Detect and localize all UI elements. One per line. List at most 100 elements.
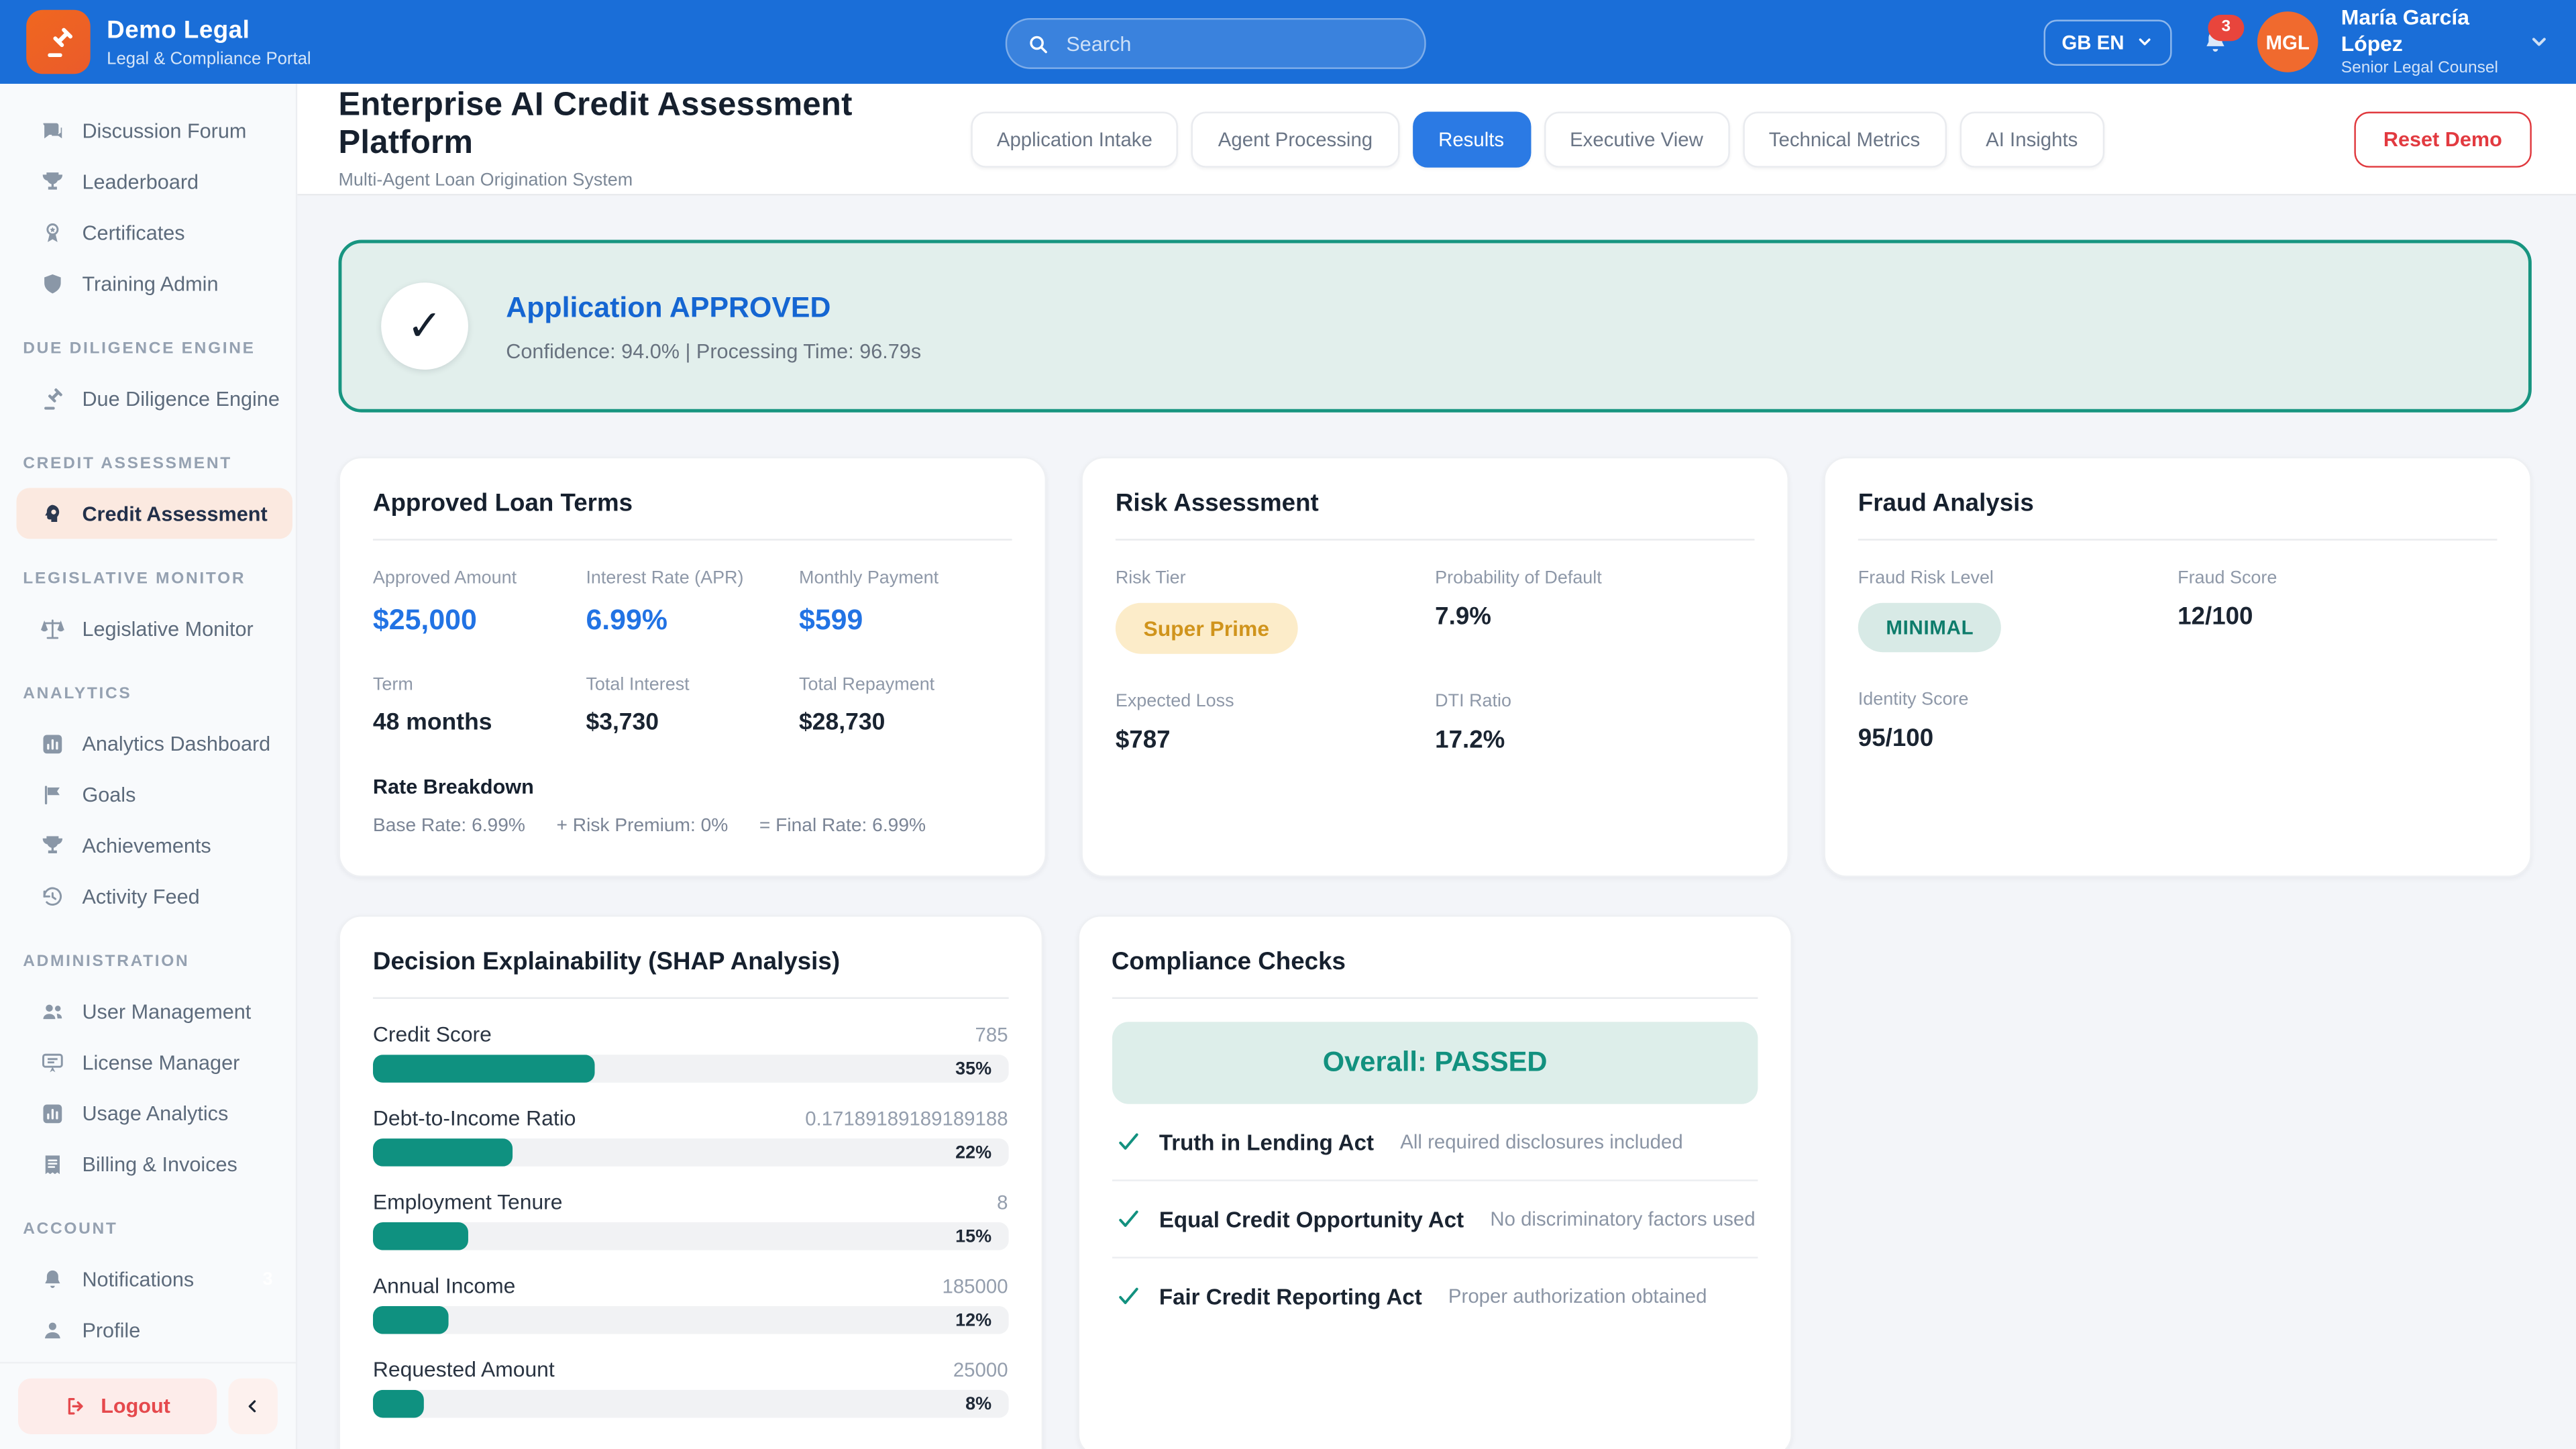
bar-chart-icon bbox=[40, 1100, 66, 1126]
factor-bar-fill bbox=[373, 1222, 468, 1250]
tab-bar: Application Intake Agent Processing Resu… bbox=[971, 111, 2104, 166]
main-area: Enterprise AI Credit Assessment Platform… bbox=[297, 84, 2576, 1449]
sidebar-item-label: Certificates bbox=[82, 221, 184, 244]
page-header: Enterprise AI Credit Assessment Platform… bbox=[297, 84, 2576, 196]
sidebar-item-profile[interactable]: Profile bbox=[0, 1304, 296, 1355]
approval-banner-text: Application APPROVED Confidence: 94.0% |… bbox=[506, 290, 921, 362]
history-clock-icon bbox=[40, 883, 66, 909]
compliance-checks-card: Compliance Checks Overall: PASSED Truth … bbox=[1077, 915, 1792, 1449]
reset-demo-button[interactable]: Reset Demo bbox=[2354, 111, 2532, 166]
card-title: Fraud Analysis bbox=[1858, 490, 2498, 518]
search-input[interactable] bbox=[1063, 30, 1404, 56]
field-total-repayment: Total Repayment $28,730 bbox=[799, 676, 1012, 737]
rate-breakdown-line: Base Rate: 6.99% + Risk Premium: 0% = Fi… bbox=[373, 816, 1012, 836]
field-value: $25,000 bbox=[373, 603, 586, 637]
factor-bar-fill bbox=[373, 1138, 513, 1167]
user-menu-chevron-icon[interactable] bbox=[2528, 32, 2550, 53]
flag-icon bbox=[40, 781, 66, 807]
sidebar-section-administration: ADMINISTRATION bbox=[0, 953, 296, 971]
sidebar-item-discussion-forum[interactable]: Discussion Forum bbox=[0, 105, 296, 156]
tab-application-intake[interactable]: Application Intake bbox=[971, 111, 1179, 166]
check-name: Fair Credit Reporting Act bbox=[1159, 1284, 1422, 1309]
tab-ai-insights[interactable]: AI Insights bbox=[1960, 111, 2104, 166]
field-label: Identity Score bbox=[1858, 690, 2178, 710]
sidebar-item-goals[interactable]: Goals bbox=[0, 769, 296, 820]
sidebar-item-usage-analytics[interactable]: Usage Analytics bbox=[0, 1087, 296, 1138]
chevron-left-icon bbox=[243, 1397, 262, 1416]
sidebar-item-user-management[interactable]: User Management bbox=[0, 985, 296, 1036]
tab-results[interactable]: Results bbox=[1412, 111, 1530, 166]
field-fraud-score: Fraud Score 12/100 bbox=[2178, 568, 2497, 652]
field-expected-loss: Expected Loss $787 bbox=[1116, 692, 1435, 754]
field-term: Term 48 months bbox=[373, 676, 586, 737]
key-factors-title: Key Factors bbox=[373, 1446, 1008, 1449]
tab-agent-processing[interactable]: Agent Processing bbox=[1192, 111, 1399, 166]
brand-block: Demo Legal Legal & Compliance Portal bbox=[107, 15, 311, 68]
language-selector[interactable]: GB EN bbox=[2043, 19, 2171, 65]
field-label: Monthly Payment bbox=[799, 568, 1012, 588]
sidebar-collapse-button[interactable] bbox=[228, 1379, 277, 1434]
field-value: $28,730 bbox=[799, 710, 1012, 736]
top-bar: Demo Legal Legal & Compliance Portal GB … bbox=[0, 0, 2576, 84]
sidebar-item-settings[interactable]: Settings bbox=[0, 1355, 296, 1362]
users-icon bbox=[40, 998, 66, 1024]
sidebar-item-leaderboard[interactable]: Leaderboard bbox=[0, 156, 296, 207]
field-dti-ratio: DTI Ratio 17.2% bbox=[1435, 692, 1754, 754]
summary-cards-row: Approved Loan Terms Approved Amount $25,… bbox=[338, 457, 2531, 877]
brand-subtitle: Legal & Compliance Portal bbox=[107, 48, 311, 68]
field-label: Total Interest bbox=[586, 676, 799, 695]
sidebar-item-label: Credit Assessment bbox=[82, 502, 267, 525]
user-info: María García López Senior Legal Counsel bbox=[2341, 5, 2506, 79]
sidebar-item-due-diligence-engine[interactable]: Due Diligence Engine bbox=[0, 373, 296, 424]
compliance-check-ecoa: Equal Credit Opportunity Act No discrimi… bbox=[1112, 1181, 1759, 1258]
gavel-icon bbox=[40, 385, 66, 411]
shap-factor-employment-tenure: Employment Tenure 8 15% bbox=[373, 1189, 1008, 1250]
page-titles: Enterprise AI Credit Assessment Platform… bbox=[338, 87, 970, 191]
sidebar-item-label: Notifications bbox=[82, 1267, 194, 1290]
factor-percent: 8% bbox=[965, 1390, 991, 1418]
sidebar-section-due-diligence: DUE DILIGENCE ENGINE bbox=[0, 340, 296, 358]
app-viewport: Demo Legal Legal & Compliance Portal GB … bbox=[0, 0, 2576, 1449]
global-search[interactable] bbox=[1006, 18, 1426, 69]
notifications-button[interactable]: 3 bbox=[2195, 22, 2235, 62]
search-icon bbox=[1027, 32, 1050, 55]
field-interest-rate: Interest Rate (APR) 6.99% bbox=[586, 568, 799, 637]
sidebar-item-license-manager[interactable]: License Manager bbox=[0, 1036, 296, 1087]
brain-icon bbox=[40, 500, 66, 527]
sidebar-item-certificates[interactable]: Certificates bbox=[0, 207, 296, 258]
tab-executive-view[interactable]: Executive View bbox=[1544, 111, 1729, 166]
sidebar-item-achievements[interactable]: Achievements bbox=[0, 820, 296, 871]
field-label: DTI Ratio bbox=[1435, 692, 1754, 711]
card-title: Approved Loan Terms bbox=[373, 490, 1012, 518]
avatar-initials: MGL bbox=[2266, 30, 2310, 53]
field-value: $599 bbox=[799, 603, 1012, 637]
sidebar-item-billing-invoices[interactable]: Billing & Invoices bbox=[0, 1138, 296, 1189]
approval-details: Confidence: 94.0% | Processing Time: 96.… bbox=[506, 339, 921, 362]
field-value: 6.99% bbox=[586, 603, 799, 637]
sidebar-item-label: Activity Feed bbox=[82, 885, 199, 908]
sidebar-item-label: Leaderboard bbox=[82, 170, 199, 193]
logout-button[interactable]: Logout bbox=[18, 1379, 217, 1434]
factor-bar: 12% bbox=[373, 1306, 1008, 1334]
sidebar-item-activity-feed[interactable]: Activity Feed bbox=[0, 871, 296, 922]
field-monthly-payment: Monthly Payment $599 bbox=[799, 568, 1012, 637]
field-risk-tier: Risk Tier Super Prime bbox=[1116, 568, 1435, 653]
bar-chart-icon bbox=[40, 731, 66, 757]
sidebar-item-label: Billing & Invoices bbox=[82, 1152, 237, 1175]
brand-logo[interactable] bbox=[26, 10, 91, 74]
field-label: Total Repayment bbox=[799, 676, 1012, 695]
sidebar-item-legislative-monitor[interactable]: Legislative Monitor bbox=[0, 603, 296, 654]
sidebar-item-credit-assessment[interactable]: Credit Assessment bbox=[16, 488, 292, 539]
sidebar-item-analytics-dashboard[interactable]: Analytics Dashboard bbox=[0, 718, 296, 769]
tab-technical-metrics[interactable]: Technical Metrics bbox=[1743, 111, 1947, 166]
factor-label: Employment Tenure bbox=[373, 1189, 563, 1214]
factor-bar-fill bbox=[373, 1055, 595, 1083]
factor-label: Debt-to-Income Ratio bbox=[373, 1106, 576, 1130]
sidebar-nav: Discussion Forum Leaderboard Certificate… bbox=[0, 84, 296, 1362]
sidebar-item-notifications[interactable]: Notifications 3 bbox=[0, 1254, 296, 1305]
avatar[interactable]: MGL bbox=[2257, 11, 2318, 72]
factor-value: 8 bbox=[997, 1191, 1008, 1214]
factor-percent: 35% bbox=[955, 1055, 991, 1083]
sidebar-item-training-admin[interactable]: Training Admin bbox=[0, 258, 296, 309]
compliance-check-tila: Truth in Lending Act All required disclo… bbox=[1112, 1104, 1759, 1181]
